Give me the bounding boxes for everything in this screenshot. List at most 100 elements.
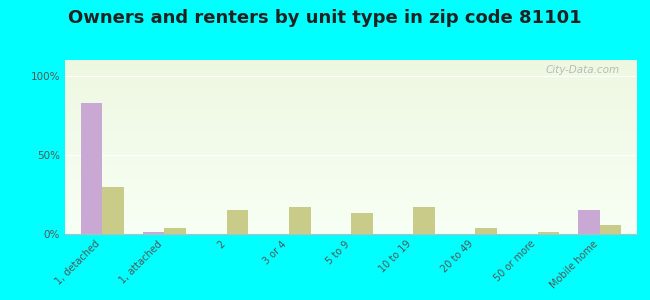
Bar — [65, 192, 637, 194]
Bar — [65, 138, 637, 140]
Bar — [600, 224, 621, 234]
Bar — [65, 100, 637, 102]
Bar — [65, 107, 637, 109]
Bar — [65, 203, 637, 204]
Bar — [227, 210, 248, 234]
Bar — [65, 109, 637, 110]
Text: Owners and renters by unit type in zip code 81101: Owners and renters by unit type in zip c… — [68, 9, 582, 27]
Bar — [65, 206, 637, 208]
Bar — [65, 91, 637, 93]
Bar — [65, 230, 637, 232]
Bar — [65, 112, 637, 114]
Bar — [65, 218, 637, 220]
Bar — [65, 154, 637, 156]
Bar — [65, 90, 637, 91]
Bar — [65, 149, 637, 151]
Bar — [65, 121, 637, 123]
Bar — [65, 169, 637, 171]
Bar — [65, 190, 637, 192]
Bar — [65, 62, 637, 64]
Bar — [65, 140, 637, 142]
Bar — [65, 161, 637, 163]
Bar — [65, 227, 637, 229]
Bar — [65, 82, 637, 84]
Bar — [65, 197, 637, 199]
Bar — [65, 158, 637, 159]
Bar — [65, 136, 637, 138]
Bar — [65, 201, 637, 203]
Bar — [65, 86, 637, 88]
Bar — [65, 232, 637, 234]
Bar — [65, 156, 637, 158]
Bar — [65, 131, 637, 133]
Bar — [65, 159, 637, 161]
Bar — [65, 189, 637, 190]
Bar — [65, 110, 637, 112]
Bar — [65, 60, 637, 62]
Bar — [65, 184, 637, 185]
Bar — [143, 232, 164, 234]
Bar — [65, 114, 637, 116]
Bar — [413, 207, 435, 234]
Bar — [65, 220, 637, 222]
Bar — [65, 185, 637, 187]
Bar — [65, 128, 637, 130]
Bar — [65, 117, 637, 119]
Bar — [289, 207, 311, 234]
Bar — [65, 130, 637, 131]
Bar — [65, 93, 637, 95]
Bar — [65, 88, 637, 90]
Bar — [65, 133, 637, 135]
Bar — [65, 222, 637, 224]
Bar — [65, 97, 637, 98]
Bar — [65, 124, 637, 126]
Bar — [65, 123, 637, 124]
Bar — [65, 70, 637, 72]
Bar — [65, 224, 637, 225]
Bar — [65, 180, 637, 182]
Bar — [65, 163, 637, 164]
Bar — [65, 126, 637, 128]
Bar — [65, 229, 637, 230]
Bar — [65, 77, 637, 79]
Bar — [65, 196, 637, 197]
Bar — [65, 164, 637, 166]
Bar — [65, 171, 637, 173]
Bar — [65, 116, 637, 117]
Bar — [65, 143, 637, 145]
Bar — [65, 217, 637, 218]
Bar — [65, 72, 637, 74]
Bar — [65, 173, 637, 175]
Bar — [65, 69, 637, 70]
Bar — [65, 225, 637, 227]
Bar — [65, 102, 637, 103]
Bar — [65, 98, 637, 100]
Bar — [65, 199, 637, 201]
Bar — [65, 142, 637, 143]
Bar — [65, 81, 637, 82]
Bar — [65, 147, 637, 149]
Bar — [65, 103, 637, 105]
Bar — [65, 74, 637, 76]
Bar — [65, 67, 637, 69]
Bar — [65, 168, 637, 170]
Bar — [65, 187, 637, 189]
Bar — [65, 65, 637, 67]
Bar — [351, 213, 372, 234]
Bar — [65, 175, 637, 177]
Bar — [102, 187, 124, 234]
Bar — [65, 76, 637, 77]
Bar — [578, 210, 600, 234]
Text: City-Data.com: City-Data.com — [546, 65, 620, 75]
Bar — [164, 228, 187, 234]
Bar — [81, 103, 102, 234]
Bar — [65, 177, 637, 178]
Bar — [475, 228, 497, 234]
Bar — [65, 119, 637, 121]
Bar — [65, 84, 637, 86]
Bar — [65, 166, 637, 168]
Bar — [65, 105, 637, 107]
Bar — [65, 145, 637, 147]
Bar — [65, 79, 637, 81]
Bar — [65, 210, 637, 212]
